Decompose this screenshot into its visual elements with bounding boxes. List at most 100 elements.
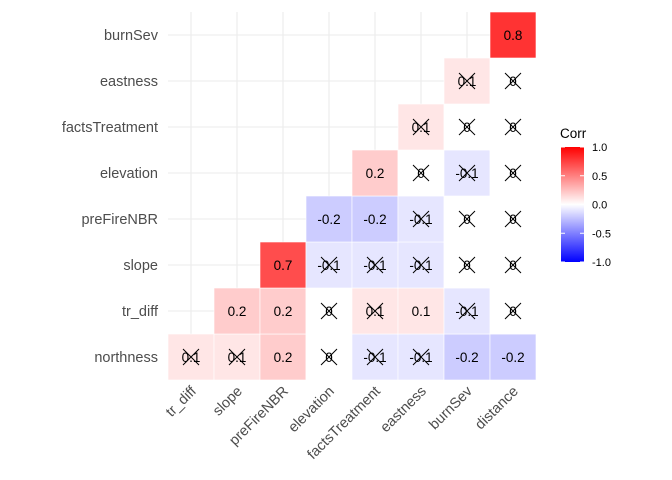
- y-tick-label: tr_diff: [122, 304, 159, 320]
- heatmap-cell-label: -0.2: [317, 212, 340, 227]
- heatmap-cell: 0.1: [167, 333, 215, 381]
- heatmap-cell: 0: [489, 103, 537, 151]
- heatmap-cell-label: 0.8: [504, 28, 523, 43]
- insignificant-cross-mark: [320, 256, 338, 274]
- insignificant-cross-mark: [182, 348, 200, 366]
- y-tick-label: preFireNBR: [81, 212, 158, 228]
- heatmap-cell-fill: [489, 333, 537, 381]
- legend-tick-label: 1.0: [592, 142, 607, 154]
- heatmap-cell: 0.1: [397, 103, 445, 151]
- heatmap-cell: 0.8: [489, 11, 537, 59]
- insignificant-cross-mark: [228, 348, 246, 366]
- insignificant-cross-mark: [504, 118, 522, 136]
- insignificant-cross-mark: [458, 72, 476, 90]
- y-tick-label: eastness: [100, 74, 158, 90]
- heatmap-cell-label: 0.2: [274, 350, 293, 365]
- x-tick-label: slope: [210, 384, 246, 420]
- heatmap-cell: 0: [489, 57, 537, 105]
- heatmap-cell-fill: [489, 11, 537, 59]
- heatmap-cell-fill: [213, 287, 261, 335]
- insignificant-cross-mark: [366, 348, 384, 366]
- y-tick-label: elevation: [100, 166, 158, 182]
- heatmap-cell: 0.1: [443, 57, 491, 105]
- heatmap-cell: -0.1: [397, 241, 445, 289]
- heatmap-cell: 0: [443, 195, 491, 243]
- x-tick-label: burnSev: [426, 383, 476, 433]
- y-tick-label: burnSev: [104, 28, 159, 44]
- legend: Corr 1.0 0.5 0.0 -0.5 -1.0: [560, 126, 611, 269]
- heatmap-cell: 0.2: [259, 287, 307, 335]
- x-tick-label: distance: [472, 384, 522, 434]
- insignificant-cross-mark: [366, 256, 384, 274]
- heatmap-cell: 0.7: [259, 241, 307, 289]
- heatmap-cell: 0.2: [351, 149, 399, 197]
- insignificant-cross-mark: [412, 118, 430, 136]
- heatmap-cell-label: -0.2: [363, 212, 386, 227]
- insignificant-cross-mark: [412, 256, 430, 274]
- heatmap-cell: -0.1: [305, 241, 353, 289]
- insignificant-cross-mark: [504, 72, 522, 90]
- heatmap-cell-fill: [305, 195, 353, 243]
- heatmap-cell: -0.2: [351, 195, 399, 243]
- insignificant-cross-mark: [504, 210, 522, 228]
- legend-title: Corr: [560, 126, 587, 141]
- heatmap-cell: 0.1: [351, 287, 399, 335]
- heatmap-cell: 0.2: [213, 287, 261, 335]
- heatmap-cell: -0.2: [489, 333, 537, 381]
- heatmap-cell-fill: [259, 287, 307, 335]
- x-axis-labels: tr_diff slopepreFireNBRelevationfactsTrea…: [163, 383, 522, 463]
- heatmap-cell: 0: [305, 333, 353, 381]
- insignificant-cross-mark: [320, 348, 338, 366]
- heatmap-cell-label: -0.2: [501, 350, 524, 365]
- x-tick-label: eastness: [377, 384, 429, 436]
- insignificant-cross-mark: [320, 302, 338, 320]
- heatmap-cell: 0: [305, 287, 353, 335]
- legend-tick-label: 0.5: [592, 171, 607, 183]
- legend-tick-label: -1.0: [592, 257, 611, 269]
- heatmap-cells: 0.1 0.1 0.2 0 -0.1 -0.1 -0.2 -0.20.2 0.2 0 0.1 0.1-…: [167, 11, 537, 381]
- insignificant-cross-mark: [458, 164, 476, 182]
- heatmap-cell-label: 0.2: [366, 166, 385, 181]
- insignificant-cross-mark: [366, 302, 384, 320]
- legend-color-bar: [561, 147, 584, 262]
- heatmap-cell: 0: [397, 149, 445, 197]
- y-tick-label: slope: [123, 258, 158, 274]
- x-tick-label: tr_diff: [163, 383, 200, 420]
- legend-tick-label: 0.0: [592, 200, 607, 212]
- heatmap-cell-label: 0.1: [412, 304, 431, 319]
- insignificant-cross-mark: [412, 210, 430, 228]
- heatmap-cell: 0: [489, 149, 537, 197]
- heatmap-cell: 0: [443, 103, 491, 151]
- heatmap-cell-label: 0.2: [274, 304, 293, 319]
- heatmap-cell-fill: [351, 149, 399, 197]
- insignificant-cross-mark: [412, 348, 430, 366]
- heatmap-cell: -0.2: [305, 195, 353, 243]
- heatmap-cell-fill: [259, 333, 307, 381]
- heatmap-cell: 0: [443, 241, 491, 289]
- heatmap-cell: -0.1: [351, 241, 399, 289]
- y-tick-label: factsTreatment: [62, 120, 158, 136]
- heatmap-cell: -0.1: [397, 195, 445, 243]
- y-tick-label: northness: [94, 350, 158, 366]
- insignificant-cross-mark: [504, 302, 522, 320]
- heatmap-cell: -0.1: [397, 333, 445, 381]
- insignificant-cross-mark: [458, 210, 476, 228]
- heatmap-cell: -0.1: [351, 333, 399, 381]
- heatmap-cell: -0.1: [443, 149, 491, 197]
- heatmap-cell: -0.1: [443, 287, 491, 335]
- heatmap-cell: 0.1: [397, 287, 445, 335]
- heatmap-cell-label: 0.2: [228, 304, 247, 319]
- heatmap-cell-fill: [443, 333, 491, 381]
- heatmap-cell: 0: [489, 287, 537, 335]
- y-axis-labels: northness tr_diff slope preFireNBR elevation…: [62, 28, 159, 366]
- heatmap-cell: 0.2: [259, 333, 307, 381]
- insignificant-cross-mark: [458, 302, 476, 320]
- heatmap-cell-label: 0.7: [274, 258, 293, 273]
- insignificant-cross-mark: [504, 256, 522, 274]
- insignificant-cross-mark: [412, 164, 430, 182]
- heatmap-cell: 0.1: [213, 333, 261, 381]
- insignificant-cross-mark: [458, 256, 476, 274]
- heatmap-cell: -0.2: [443, 333, 491, 381]
- legend-tick-label: -0.5: [592, 228, 611, 240]
